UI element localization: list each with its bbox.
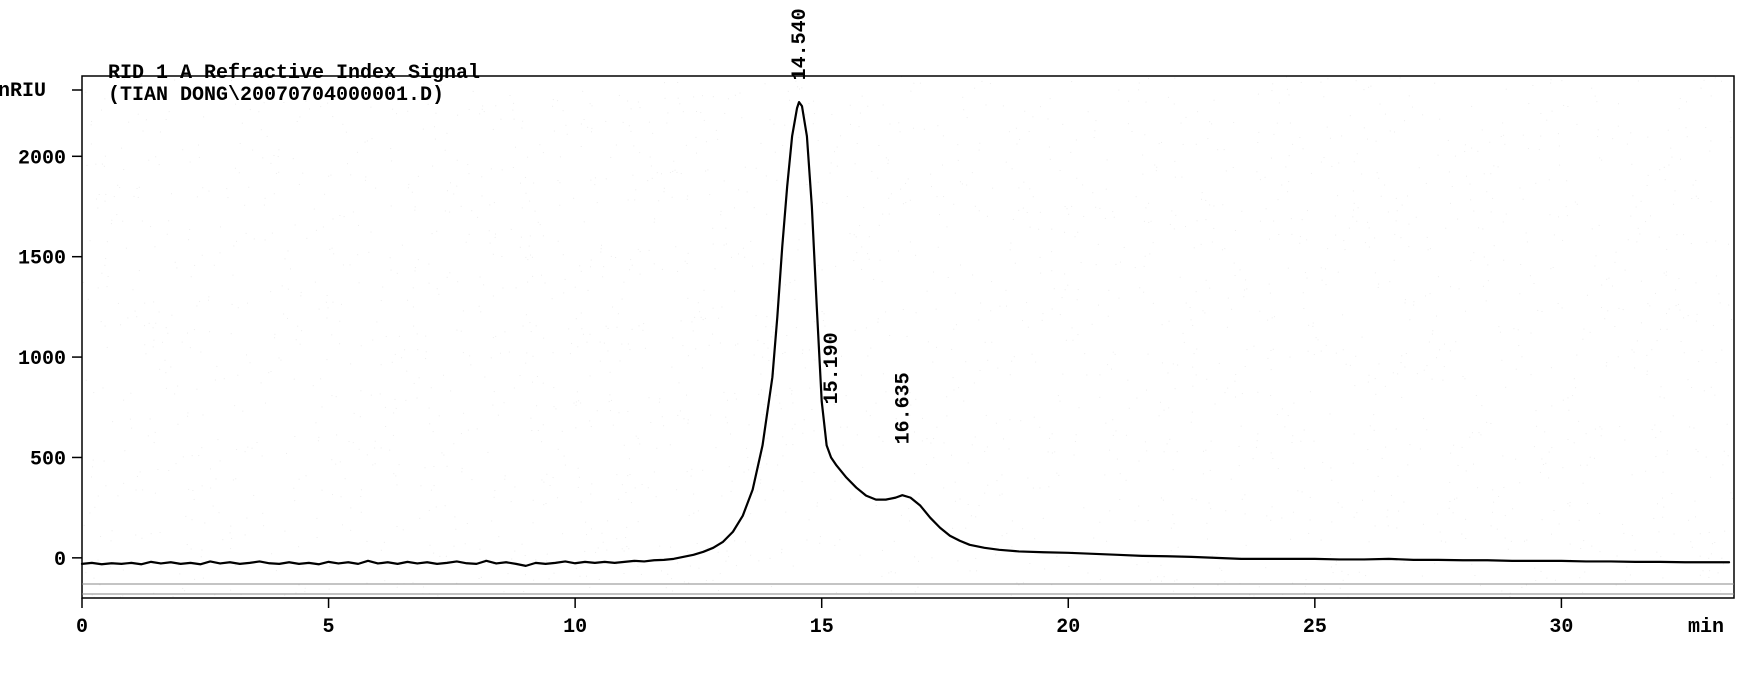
peak-label: 14.540 (789, 8, 812, 80)
x-tick-label: 10 (563, 616, 587, 639)
x-tick-label: 20 (1056, 616, 1080, 639)
y-tick-label: 1500 (18, 248, 66, 271)
y-tick-label: 500 (30, 448, 66, 471)
peak-label: 16.635 (892, 372, 915, 444)
x-axis-label: min (1688, 616, 1724, 639)
signal-title-line1: RID 1 A Refractive Index Signal (108, 62, 480, 85)
chromatogram-chart: 0 500 1000 1500 2000 nRIU 0 5 10 15 20 25 30 min RID 1… (0, 0, 1740, 676)
peak-label: 15.190 (821, 332, 844, 404)
y-axis-label: nRIU (0, 80, 46, 103)
y-tick-label: 0 (54, 549, 66, 572)
x-tick-label: 0 (76, 616, 88, 639)
y-tick-label: 1000 (18, 348, 66, 371)
x-tick-label: 25 (1303, 616, 1327, 639)
signal-title-line2: (TIAN DONG\20070704000001.D) (108, 84, 444, 107)
x-tick-label: 5 (323, 616, 335, 639)
y-tick-label: 2000 (18, 147, 66, 170)
x-tick-label: 15 (810, 616, 834, 639)
x-tick-label: 30 (1549, 616, 1573, 639)
